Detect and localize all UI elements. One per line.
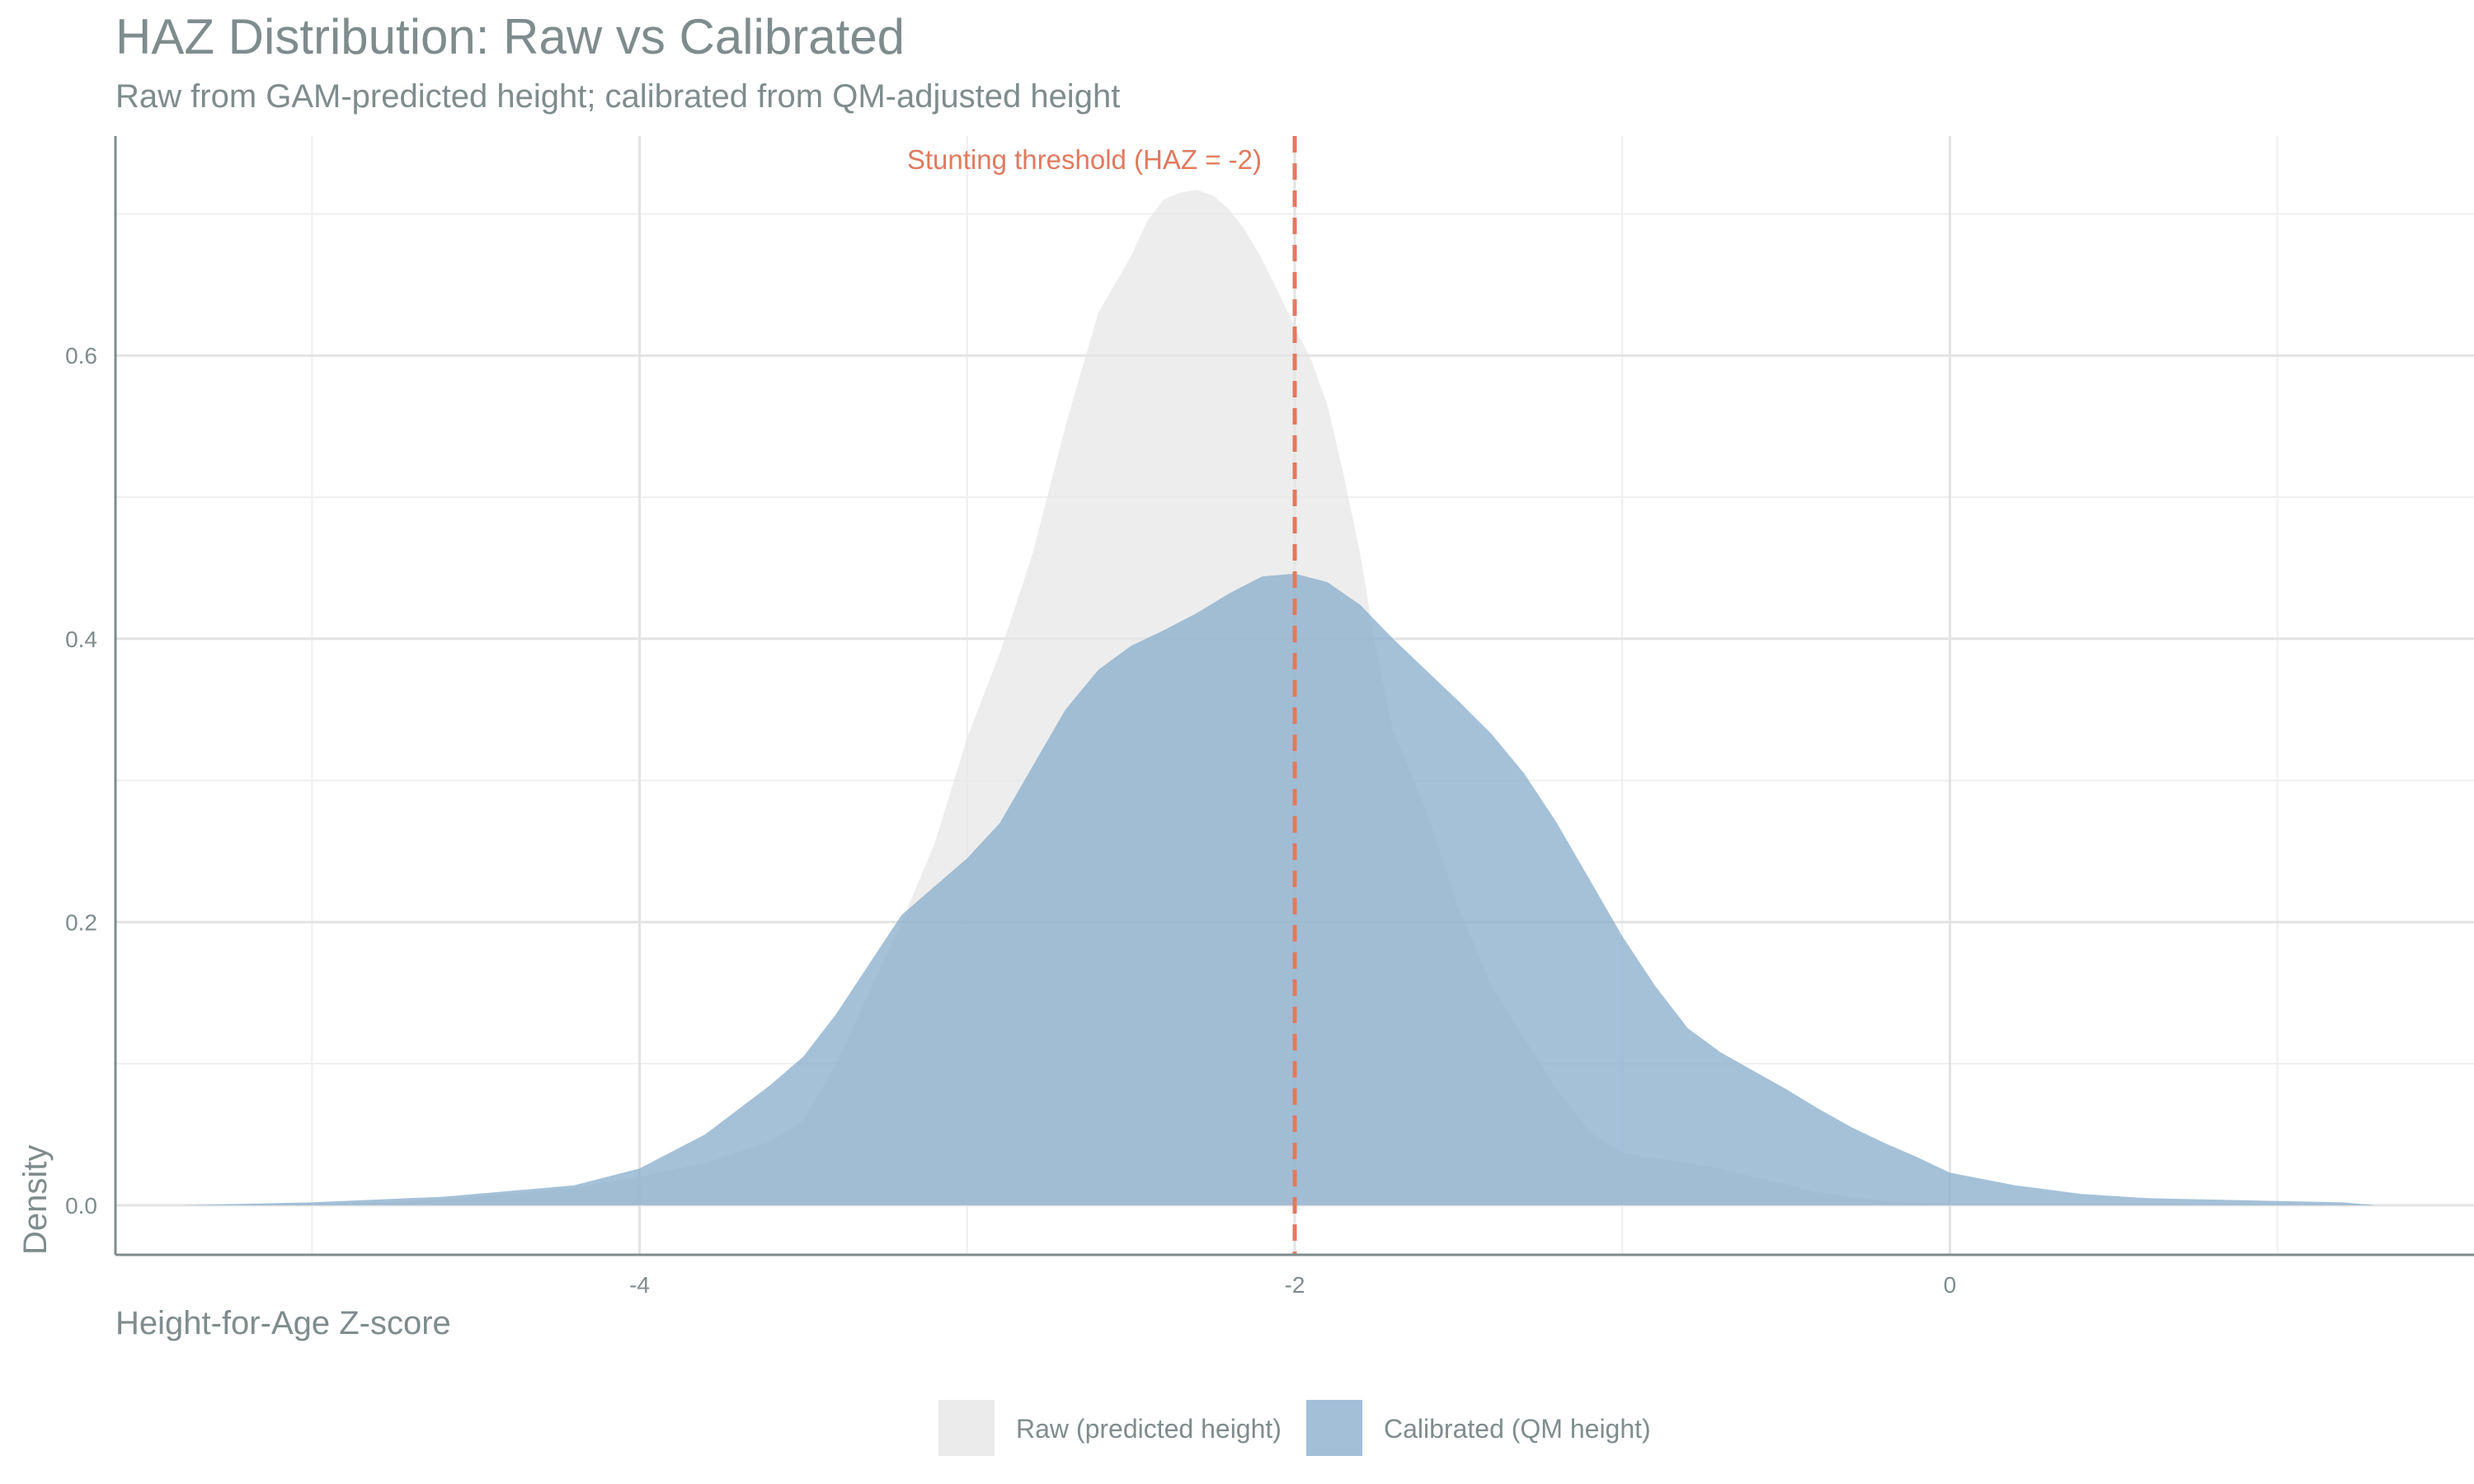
tick-labels: -4 -2 0 0.0 0.2 0.4 0.6 (65, 343, 1956, 1298)
chart-subtitle: Raw from GAM-predicted height; calibrate… (115, 78, 1120, 115)
legend-label-raw: Raw (predicted height) (1016, 1414, 1282, 1444)
x-tick-label: -2 (1285, 1272, 1305, 1298)
y-tick-label: 0.6 (65, 343, 97, 369)
stunting-threshold-label: Stunting threshold (HAZ = -2) (907, 144, 1262, 175)
y-axis-title: Density (17, 1145, 54, 1255)
chart-title: HAZ Distribution: Raw vs Calibrated (115, 9, 905, 64)
x-tick-label: -4 (629, 1272, 650, 1298)
annotation-layer: Stunting threshold (HAZ = -2) (907, 136, 1297, 1255)
x-tick-label: 0 (1944, 1272, 1957, 1298)
y-tick-label: 0.4 (65, 627, 97, 652)
calibrated-density-area (181, 573, 2376, 1205)
legend-swatch-raw (938, 1400, 995, 1456)
legend: Raw (predicted height) Calibrated (QM he… (938, 1400, 1651, 1456)
x-axis-title: Height-for-Age Z-score (115, 1305, 451, 1341)
density-areas (181, 190, 2376, 1205)
legend-label-calibrated: Calibrated (QM height) (1384, 1414, 1651, 1444)
legend-swatch-calibrated (1306, 1400, 1362, 1456)
y-tick-label: 0.2 (65, 909, 97, 935)
y-tick-label: 0.0 (65, 1193, 97, 1219)
